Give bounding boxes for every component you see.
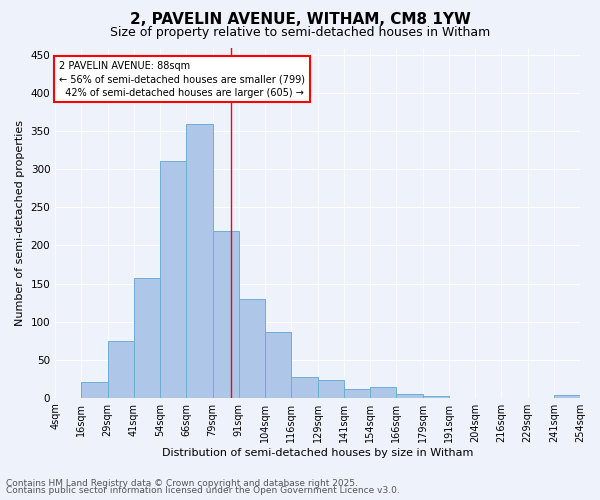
Bar	[212, 231, 239, 398]
Bar	[554, 396, 580, 398]
Bar	[239, 298, 265, 398]
Text: Size of property relative to semi-detached houses in Witham: Size of property relative to semi-detach…	[110, 26, 490, 39]
Text: 2 PAVELIN AVENUE: 88sqm
← 56% of semi-detached houses are smaller (799)
  42% of: 2 PAVELIN AVENUE: 88sqm ← 56% of semi-de…	[59, 61, 305, 98]
Bar	[187, 124, 212, 398]
Bar	[317, 380, 344, 398]
Text: Contains HM Land Registry data © Crown copyright and database right 2025.: Contains HM Land Registry data © Crown c…	[6, 478, 358, 488]
Bar	[160, 161, 187, 398]
Bar	[134, 278, 160, 398]
Text: 2, PAVELIN AVENUE, WITHAM, CM8 1YW: 2, PAVELIN AVENUE, WITHAM, CM8 1YW	[130, 12, 470, 28]
Text: Contains public sector information licensed under the Open Government Licence v3: Contains public sector information licen…	[6, 486, 400, 495]
Bar	[344, 390, 370, 398]
Bar	[397, 394, 422, 398]
Bar	[422, 396, 449, 398]
X-axis label: Distribution of semi-detached houses by size in Witham: Distribution of semi-detached houses by …	[162, 448, 473, 458]
Bar	[82, 382, 107, 398]
Bar	[265, 332, 292, 398]
Bar	[292, 377, 317, 398]
Bar	[107, 340, 134, 398]
Y-axis label: Number of semi-detached properties: Number of semi-detached properties	[15, 120, 25, 326]
Bar	[370, 387, 397, 398]
